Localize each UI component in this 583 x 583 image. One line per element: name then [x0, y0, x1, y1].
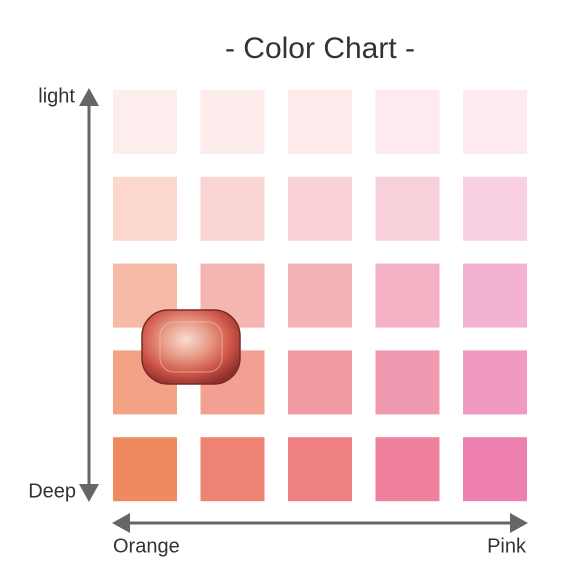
swatch — [463, 90, 527, 154]
swatch — [288, 176, 352, 241]
swatch — [463, 437, 527, 502]
swatch — [463, 176, 527, 241]
arrow-down — [79, 484, 99, 502]
title: - Color Chart - — [225, 32, 415, 65]
swatch — [113, 437, 177, 502]
swatch — [375, 263, 440, 328]
swatch — [200, 437, 265, 502]
pink-label: Pink — [487, 535, 527, 557]
swatch — [375, 437, 440, 502]
swatch — [288, 350, 352, 415]
swatch — [463, 263, 527, 328]
arrow-right — [510, 513, 528, 533]
swatch — [113, 176, 177, 241]
gemstone — [141, 309, 241, 385]
light-label: light — [38, 85, 75, 107]
swatch — [113, 90, 177, 154]
swatch — [200, 176, 265, 241]
swatch — [288, 90, 352, 154]
deep-label: Deep — [28, 480, 76, 502]
swatch — [375, 176, 440, 241]
swatch — [375, 350, 440, 415]
swatch — [288, 263, 352, 328]
arrow-left — [112, 513, 130, 533]
swatch — [200, 90, 265, 154]
orange-label: Orange — [113, 535, 180, 557]
swatch — [288, 437, 352, 502]
swatch-grid — [113, 90, 527, 502]
swatch — [375, 90, 440, 154]
swatch — [463, 350, 527, 415]
arrow-up — [79, 88, 99, 106]
